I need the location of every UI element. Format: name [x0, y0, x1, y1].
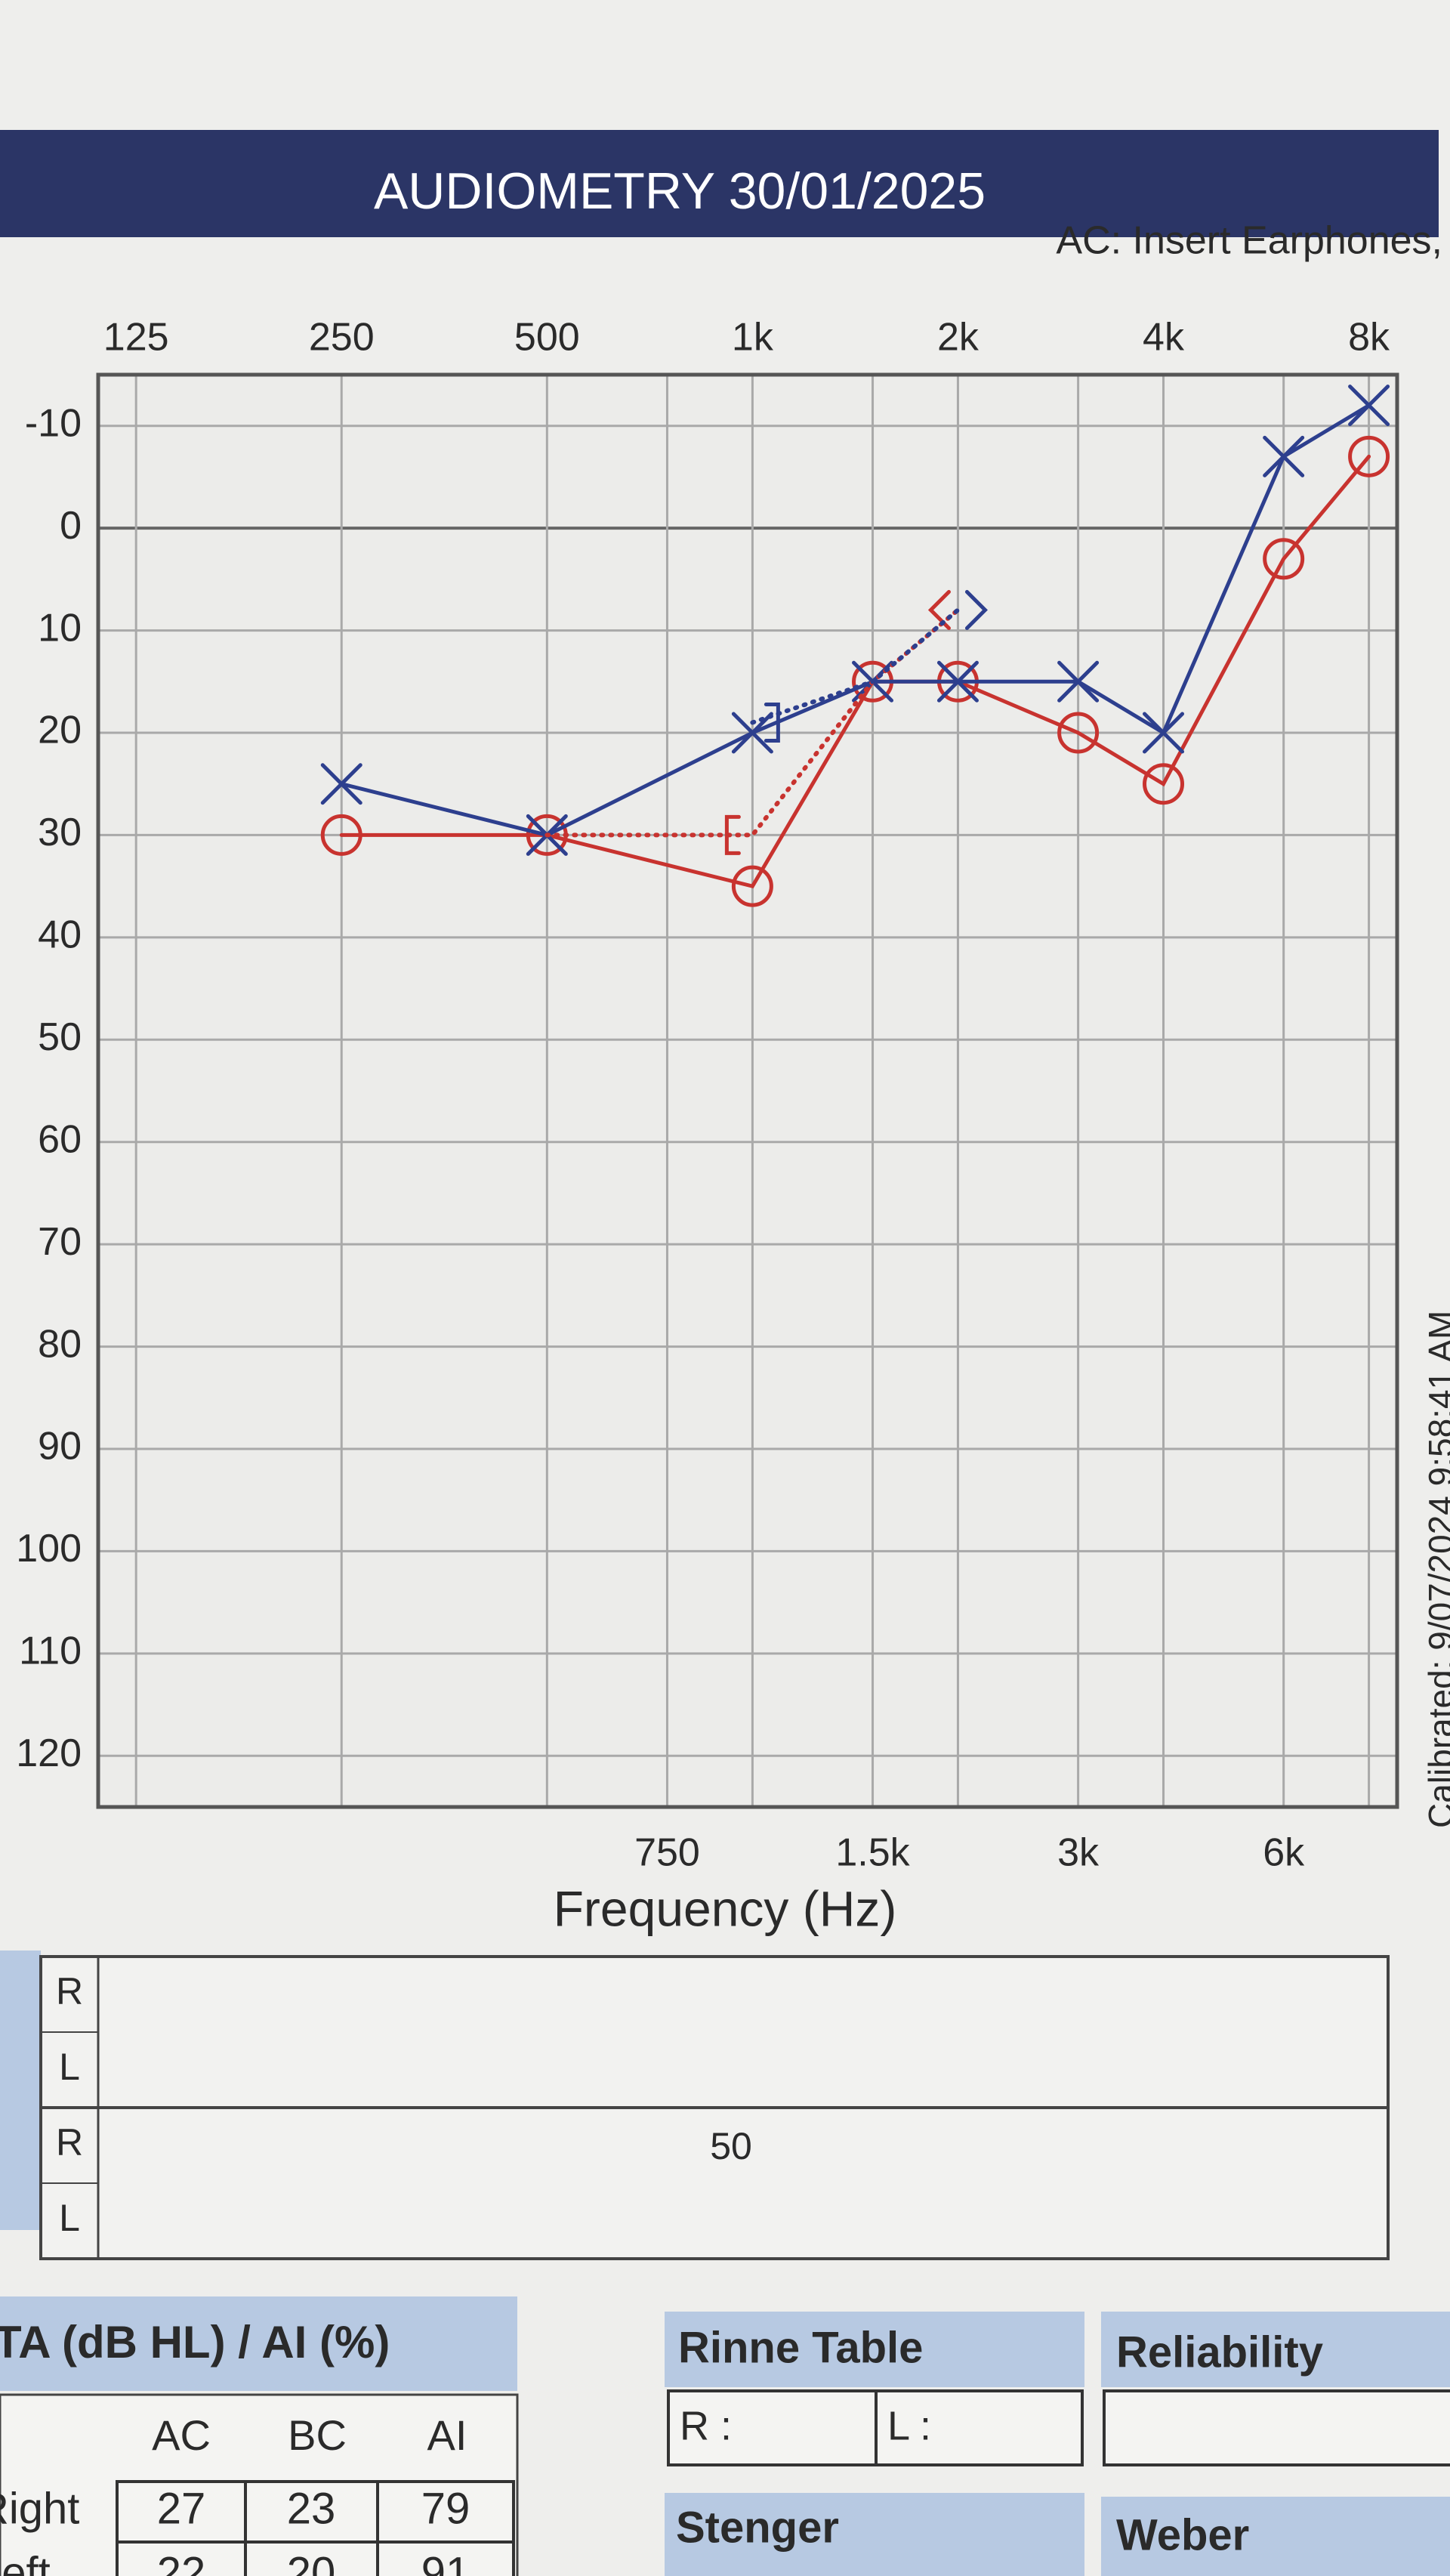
plot-frame: [96, 372, 1399, 1809]
marker-o: [1348, 435, 1390, 477]
y-tick-label: 90: [38, 1425, 82, 1469]
pta-title: TA (dB HL) / AI (%): [0, 2317, 390, 2368]
x-tick-label: 6k: [1263, 1831, 1305, 1875]
pta-value: 22: [157, 2548, 206, 2576]
x-tick-label: 1k: [732, 316, 774, 360]
pta-value: 27: [157, 2484, 206, 2533]
calibration: Calibrated: 9/07/2024 9:58:41 AM: [1421, 1311, 1450, 1828]
pta-value: 91: [421, 2548, 470, 2576]
marker-x: [1348, 385, 1390, 427]
y-tick-label: 40: [38, 913, 82, 957]
reliability-title: Reliability: [1116, 2327, 1323, 2377]
y-tick-label: 0: [60, 504, 82, 548]
y-tick-label: 80: [38, 1322, 82, 1366]
x-axis-label: Frequency (Hz): [554, 1880, 897, 1936]
pta-column: BC: [288, 2411, 347, 2459]
stenger-header: [665, 2493, 1084, 2576]
y-tick-label: 50: [38, 1015, 82, 1059]
grid: [98, 375, 1397, 1807]
x-tick-label: 750: [634, 1831, 700, 1875]
marker-x: [731, 712, 773, 754]
side-strip: [0, 1951, 41, 2230]
pta-value: 79: [421, 2484, 470, 2533]
x-tick-label: 1.5k: [835, 1831, 910, 1875]
marker-o: [731, 865, 773, 907]
series-layer: [320, 385, 1390, 907]
pta-row-label: Right: [0, 2484, 79, 2533]
y-tick-label: 110: [19, 1629, 82, 1673]
weber-title: Weber: [1116, 2510, 1249, 2559]
marker-o: [1057, 712, 1100, 754]
ear-label: L: [59, 2046, 80, 2088]
marker-x: [936, 660, 979, 703]
pta-value: 23: [287, 2484, 336, 2533]
subtitle: AC: Insert Earphones,: [1056, 219, 1442, 263]
pta-column: AC: [152, 2411, 211, 2459]
marker-o: [1263, 538, 1305, 580]
pta-cell: [376, 2540, 515, 2576]
marker-x: [1263, 435, 1305, 477]
ear-label: R: [56, 2121, 83, 2164]
x-tick-label: 8k: [1348, 316, 1390, 360]
y-tick-label: 60: [38, 1117, 82, 1161]
plot-area: [98, 375, 1397, 1807]
bc-line: [750, 607, 961, 725]
stenger-title: Stenger: [676, 2503, 839, 2552]
y-tick-label: 20: [38, 709, 82, 752]
masking-value: 50: [710, 2125, 752, 2167]
pta-column: AI: [427, 2411, 467, 2459]
pta-value: 20: [287, 2548, 336, 2576]
title: AUDIOMETRY 30/01/2025: [374, 162, 986, 220]
pta-row-label: Left: [0, 2548, 51, 2576]
y-tick-label: 120: [16, 1731, 82, 1775]
marker-x: [1143, 712, 1185, 754]
y-tick-label: 70: [38, 1220, 82, 1264]
x-tick-label: 250: [309, 316, 375, 360]
reliability-body: [1103, 2389, 1450, 2466]
x-tick-label: 500: [514, 316, 580, 360]
marker-o: [320, 814, 362, 856]
marker-angle-right: [964, 589, 988, 630]
x-tick-label: 2k: [937, 316, 980, 360]
rinne-right: R :: [680, 2403, 732, 2448]
y-tick-label: -10: [25, 401, 82, 445]
reliability-header: [1101, 2312, 1450, 2387]
rinne-left: L :: [887, 2403, 931, 2448]
pta-body: [0, 2393, 519, 2576]
pta-header: [0, 2296, 517, 2391]
ear-label: L: [59, 2197, 80, 2239]
x-tick-label: 3k: [1057, 1831, 1100, 1875]
y-tick-label: 10: [38, 606, 82, 650]
rinne-title: Rinne Table: [678, 2323, 923, 2372]
pta-table: TA (dB HL) / AI (%) AC BC AI Right 27 23…: [0, 2296, 519, 2576]
masking-table: R L R L 50: [0, 1951, 1390, 2260]
y-tick-label: 30: [38, 811, 82, 854]
test-panels: Rinne Table R : L : Reliability Stenger …: [665, 2312, 1450, 2576]
title-bar: [0, 130, 1439, 237]
x-tick-label: 4k: [1143, 316, 1185, 360]
marker-o: [1143, 763, 1185, 805]
x-tick-label: 125: [103, 316, 169, 360]
weber-header: [1101, 2497, 1450, 2576]
marker-x: [1057, 660, 1100, 703]
y-tick-label: 100: [16, 1527, 82, 1571]
marker-x: [320, 763, 362, 805]
rinne-header: [665, 2312, 1084, 2387]
ear-label: R: [56, 1970, 83, 2012]
marker-bracket-left: [724, 814, 741, 855]
marker-bracket-right: [764, 702, 780, 743]
